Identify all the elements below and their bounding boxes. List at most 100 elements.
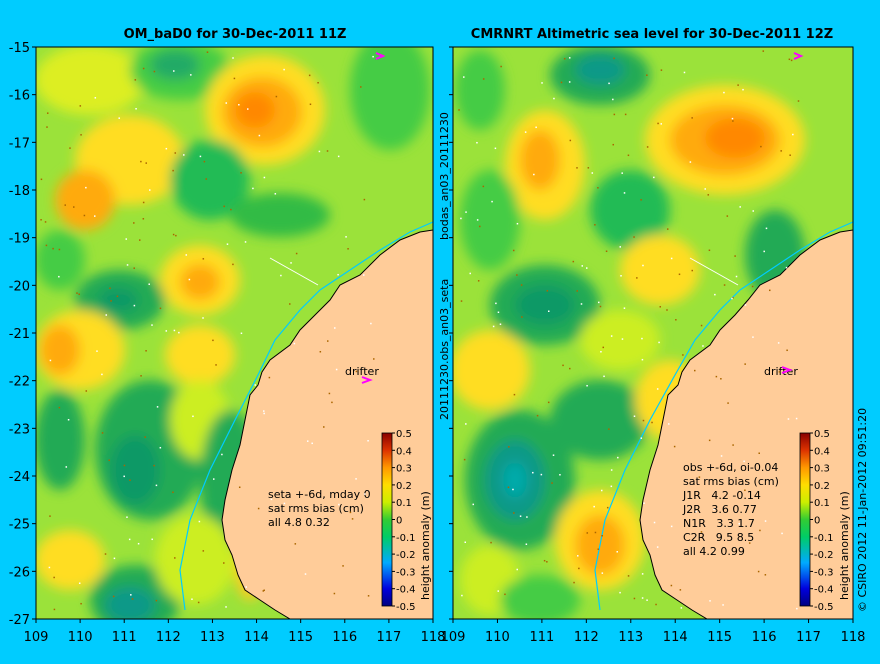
obs-point xyxy=(126,516,128,518)
obs-point xyxy=(657,122,659,125)
obs-point xyxy=(252,187,254,190)
obs-point xyxy=(646,146,649,148)
obs-point xyxy=(165,330,168,332)
obs-point xyxy=(535,126,537,129)
obs-point xyxy=(142,218,145,220)
colorbar-tick-label: -0.4 xyxy=(814,585,834,596)
obs-point xyxy=(668,423,670,425)
obs-point xyxy=(482,78,485,80)
right-title: CMRNRT Altimetric sea level for 30-Dec-2… xyxy=(471,27,833,42)
obs-point xyxy=(293,342,296,345)
colorbar-tick-label: -0.3 xyxy=(396,567,416,578)
obs-point xyxy=(744,489,746,492)
lat-tick-label: -27 xyxy=(9,613,30,628)
colorbar-tick-label: 0.2 xyxy=(396,481,412,492)
obs-point xyxy=(621,172,623,174)
obs-point xyxy=(780,150,782,152)
obs-point xyxy=(600,489,603,492)
obs-point xyxy=(373,358,375,360)
obs-point xyxy=(232,263,234,266)
obs-point xyxy=(67,419,70,421)
obs-point xyxy=(53,608,56,611)
middle-bodas-label: bodas_an03_20111230 xyxy=(438,112,451,240)
left-transect-line xyxy=(269,257,319,286)
obs-point xyxy=(108,459,110,462)
obs-point xyxy=(679,589,682,591)
obs-point xyxy=(547,401,550,404)
obs-point xyxy=(185,254,188,256)
obs-point xyxy=(605,250,608,253)
obs-point xyxy=(666,309,668,311)
obs-point xyxy=(223,562,225,564)
obs-point xyxy=(153,464,155,467)
obs-point xyxy=(691,269,693,272)
obs-point xyxy=(551,482,553,484)
obs-point xyxy=(342,565,344,567)
obs-point xyxy=(172,233,175,236)
colorbar-tick-label: 0.5 xyxy=(396,429,412,440)
obs-point xyxy=(655,603,657,606)
obs-point xyxy=(203,160,206,163)
lat-tick-label: -25 xyxy=(9,518,30,533)
obs-point xyxy=(290,262,292,264)
obs-point xyxy=(526,516,528,518)
obs-point xyxy=(660,123,662,125)
colorbar-tick-label: -0.5 xyxy=(396,602,416,613)
obs-point xyxy=(79,105,82,107)
right-stats-line-6: C2R 9.5 8.5 xyxy=(683,531,754,544)
obs-point xyxy=(641,597,644,599)
obs-point xyxy=(238,486,241,489)
left-map-panel: OM_baD0 for 30-Dec-2011 11Z seta +-6d, m… xyxy=(35,27,434,620)
obs-point xyxy=(580,303,583,305)
obs-point xyxy=(151,538,153,541)
lat-tick-label: -26 xyxy=(9,565,30,580)
obs-point xyxy=(52,247,54,250)
obs-point xyxy=(326,150,329,152)
obs-point xyxy=(104,553,107,555)
obs-point xyxy=(737,84,739,86)
obs-point xyxy=(333,592,336,595)
obs-point xyxy=(142,201,145,204)
obs-point xyxy=(573,581,575,584)
lat-tick-label: -21 xyxy=(9,327,30,342)
obs-point xyxy=(58,248,61,251)
obs-point xyxy=(215,364,217,366)
obs-point xyxy=(212,339,214,342)
obs-point xyxy=(608,82,610,85)
obs-point xyxy=(627,154,630,157)
obs-point xyxy=(49,359,52,362)
obs-point xyxy=(613,57,615,60)
obs-point xyxy=(477,280,480,282)
obs-point xyxy=(337,155,340,158)
obs-point xyxy=(759,529,761,532)
obs-point xyxy=(777,342,780,344)
obs-point xyxy=(633,415,636,417)
obs-point xyxy=(364,493,366,495)
left-shelf-contour xyxy=(179,221,433,611)
obs-point xyxy=(704,188,706,190)
obs-point xyxy=(519,515,522,517)
obs-point xyxy=(94,97,97,99)
obs-point xyxy=(238,103,240,106)
colorbar-tick-label: 0 xyxy=(396,516,402,527)
obs-point xyxy=(720,378,722,380)
colorbar-tick-label: -0.2 xyxy=(814,550,834,561)
obs-point xyxy=(123,475,125,478)
obs-point xyxy=(137,542,140,545)
obs-point xyxy=(560,81,563,84)
obs-point xyxy=(370,322,372,325)
obs-point xyxy=(521,316,523,318)
colorbar-tick-label: 0.5 xyxy=(814,429,830,440)
right-axes: 109 110 111 112 113 114 115 116 117 118 xyxy=(441,46,865,645)
lat-tick-label: -17 xyxy=(9,136,30,151)
obs-point xyxy=(636,277,638,279)
obs-point xyxy=(46,126,48,128)
obs-point xyxy=(105,314,108,316)
obs-point xyxy=(621,338,624,340)
obs-point xyxy=(680,607,683,609)
right-stats-line-2: sat rms bias (cm) xyxy=(683,475,779,488)
obs-point xyxy=(708,249,711,252)
obs-point xyxy=(516,274,518,276)
obs-point xyxy=(283,68,285,71)
right-transect-line xyxy=(689,257,739,286)
